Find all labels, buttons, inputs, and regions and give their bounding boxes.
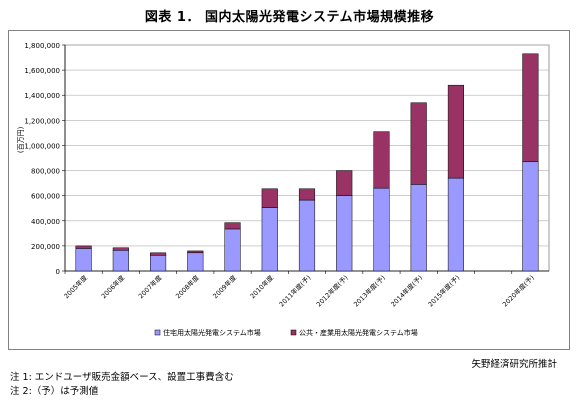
x-tick-label: 2011年度(予) bbox=[277, 273, 312, 308]
bar-residential bbox=[373, 187, 390, 272]
y-tick-label: 200,000 bbox=[31, 243, 60, 251]
legend-swatch-residential bbox=[154, 329, 161, 336]
bar-residential bbox=[522, 161, 539, 272]
bar-residential bbox=[112, 250, 129, 272]
x-tick-label: 2007年度 bbox=[136, 273, 164, 301]
bar-industrial bbox=[410, 102, 427, 185]
chart-title: 図表 1． 国内太陽光発電システム市場規模推移 bbox=[144, 10, 435, 25]
legend-label-industrial: 公共・産業用太陽光発電システム市場 bbox=[299, 328, 418, 337]
x-tick-label: 2012年度(予) bbox=[314, 273, 349, 308]
chart-svg: 0 200,000 400,000 600,000 800,000 1,000,000 1,… bbox=[17, 42, 550, 337]
bar-residential bbox=[224, 228, 241, 272]
chart-area: 0 200,000 400,000 600,000 800,000 1,000,000 1,… bbox=[8, 30, 570, 350]
bar-residential bbox=[298, 199, 316, 272]
bar-industrial bbox=[112, 247, 129, 251]
bar-residential bbox=[261, 207, 278, 272]
bar-residential bbox=[75, 248, 92, 272]
bar-industrial bbox=[447, 84, 464, 179]
bar-industrial bbox=[75, 245, 92, 249]
bar-industrial bbox=[298, 188, 316, 201]
bar-industrial bbox=[373, 131, 390, 189]
bar-residential bbox=[410, 184, 427, 272]
legend-label-residential: 住宅用太陽光発電システム市場 bbox=[163, 328, 261, 337]
legend-swatch-industrial bbox=[290, 329, 297, 336]
x-tick-label: 2013年度(予) bbox=[351, 273, 386, 308]
bar-industrial bbox=[522, 53, 539, 163]
x-tick-label: 2006年度 bbox=[99, 273, 127, 301]
note-1: 注 1: エンドユーザ販売金額ベース、設置工事費含む bbox=[10, 372, 234, 383]
bar-industrial bbox=[336, 170, 353, 196]
bar-industrial bbox=[187, 250, 204, 254]
y-tick-label: 1,600,000 bbox=[24, 67, 60, 75]
x-tick-label: 2015年度(予) bbox=[426, 273, 461, 308]
y-tick-label: 1,200,000 bbox=[24, 117, 60, 125]
y-tick-label: 1,800,000 bbox=[24, 42, 60, 50]
x-tick-label: 2020年度(予) bbox=[500, 273, 535, 308]
x-tick-label: 2010年度 bbox=[248, 273, 276, 301]
x-tick-label: 2005年度 bbox=[62, 273, 90, 301]
bar-industrial bbox=[224, 222, 241, 230]
x-tick-label: 2009年度 bbox=[211, 273, 239, 301]
credit-text: 矢野経済研究所推計 bbox=[471, 359, 557, 370]
y-axis-label: (百万円) bbox=[17, 126, 25, 153]
bar-residential bbox=[187, 252, 204, 272]
bar-residential bbox=[150, 255, 167, 272]
bar-residential bbox=[447, 177, 464, 272]
y-tick-label: 1,000,000 bbox=[24, 142, 60, 150]
x-tick-label: 2008年度 bbox=[173, 273, 201, 301]
y-tick-label: 0 bbox=[56, 268, 60, 276]
y-tick-label: 800,000 bbox=[31, 168, 60, 176]
y-tick-label: 600,000 bbox=[31, 193, 60, 201]
bar-residential bbox=[336, 195, 353, 272]
x-tick-label: 2014年度(予) bbox=[389, 273, 424, 308]
note-2: 注 2:（予）は予測値 bbox=[10, 386, 99, 397]
y-tick-label: 1,400,000 bbox=[24, 92, 60, 100]
bar-industrial bbox=[150, 252, 167, 256]
y-tick-label: 400,000 bbox=[31, 218, 60, 226]
bar-industrial bbox=[261, 188, 278, 208]
